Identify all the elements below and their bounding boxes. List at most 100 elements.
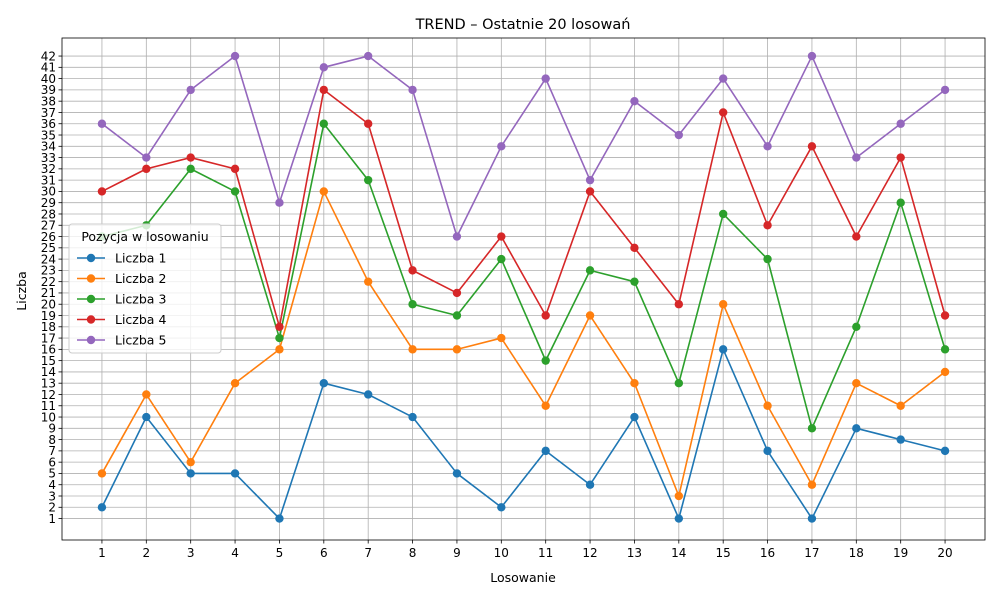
data-point xyxy=(763,142,772,151)
series-line xyxy=(101,122,946,430)
x-tick-label: 15 xyxy=(716,546,731,560)
data-point xyxy=(186,85,195,95)
data-point xyxy=(807,424,817,433)
legend-marker xyxy=(86,274,96,283)
data-point xyxy=(852,378,861,388)
legend-marker xyxy=(86,253,96,263)
data-point xyxy=(319,119,329,128)
data-point xyxy=(585,480,595,489)
data-point xyxy=(718,300,728,309)
data-point xyxy=(896,198,905,207)
data-point xyxy=(363,119,373,128)
x-tick-label: 9 xyxy=(453,546,461,560)
legend-entry: Liczba 3 xyxy=(77,292,166,307)
data-point xyxy=(852,424,861,433)
y-tick-label: 34 xyxy=(41,140,56,154)
data-point xyxy=(630,378,639,388)
y-tick-label: 10 xyxy=(41,410,56,424)
x-tick-label: 12 xyxy=(582,546,597,560)
x-tick-label: 1 xyxy=(98,546,106,560)
x-tick-label: 19 xyxy=(893,546,908,560)
x-tick-label: 18 xyxy=(849,546,864,560)
data-point xyxy=(319,187,329,196)
y-tick-label: 28 xyxy=(41,207,56,221)
y-tick-label: 2 xyxy=(48,501,56,515)
x-tick-label: 8 xyxy=(409,546,417,560)
data-point xyxy=(674,300,684,309)
data-point xyxy=(452,345,462,354)
data-point xyxy=(186,164,195,174)
data-point xyxy=(363,390,373,399)
y-tick-label: 40 xyxy=(41,72,56,86)
data-point xyxy=(541,311,550,320)
data-point xyxy=(408,345,417,354)
data-point xyxy=(452,311,462,320)
legend-entry: Liczba 1 xyxy=(77,251,166,266)
y-tick-label: 14 xyxy=(41,365,56,379)
y-tick-label: 12 xyxy=(41,388,56,402)
data-point xyxy=(408,85,417,95)
data-point xyxy=(763,221,772,230)
data-point xyxy=(319,378,329,388)
legend: Pozycja w losowaniu Liczba 1 Liczba 2 Licz… xyxy=(68,223,222,354)
data-point xyxy=(230,51,240,61)
plot-frame xyxy=(61,37,986,541)
data-point xyxy=(319,85,329,95)
y-tick-label: 11 xyxy=(41,399,56,413)
series-4 xyxy=(97,85,950,331)
data-point xyxy=(319,63,329,72)
y-tick-label: 35 xyxy=(41,128,56,142)
data-point xyxy=(630,277,639,286)
data-point xyxy=(497,254,506,264)
y-tick-label: 38 xyxy=(41,94,56,108)
y-tick-label: 21 xyxy=(41,286,56,300)
data-point xyxy=(718,74,728,83)
data-point xyxy=(940,367,950,377)
data-point xyxy=(807,480,817,489)
y-tick-label: 9 xyxy=(48,422,56,436)
y-tick-label: 29 xyxy=(41,196,56,210)
y-tick-label: 31 xyxy=(41,173,56,187)
y-tick-label: 25 xyxy=(41,241,56,255)
data-point xyxy=(452,288,462,298)
legend-marker xyxy=(86,315,96,324)
data-point xyxy=(142,412,151,422)
y-tick-label: 4 xyxy=(48,478,56,492)
legend-marker xyxy=(86,294,96,304)
data-point xyxy=(186,469,195,478)
data-point xyxy=(718,209,728,219)
y-tick-label: 1 xyxy=(48,512,56,526)
data-point xyxy=(497,142,506,151)
data-point xyxy=(497,232,506,241)
data-point xyxy=(585,187,595,196)
data-point xyxy=(674,378,684,388)
data-point xyxy=(807,51,817,61)
data-point xyxy=(896,153,905,162)
data-point xyxy=(541,401,550,410)
y-axis: 1234567891011121314151617181920212223242… xyxy=(41,49,62,526)
y-tick-label: 26 xyxy=(41,230,56,244)
data-point xyxy=(408,412,417,422)
data-point xyxy=(940,345,950,354)
y-tick-label: 6 xyxy=(48,455,56,469)
data-point xyxy=(852,322,861,331)
y-tick-label: 13 xyxy=(41,376,56,390)
x-tick-label: 16 xyxy=(760,546,775,560)
y-tick-label: 41 xyxy=(41,61,56,75)
data-point xyxy=(186,457,195,467)
y-tick-label: 24 xyxy=(41,252,56,266)
series-2 xyxy=(97,187,950,501)
legend-label: Liczba 4 xyxy=(115,312,166,327)
series-1 xyxy=(97,345,950,523)
y-tick-label: 33 xyxy=(41,151,56,165)
y-tick-label: 23 xyxy=(41,264,56,278)
data-point xyxy=(807,142,817,151)
x-tick-label: 20 xyxy=(937,546,952,560)
data-point xyxy=(541,356,550,365)
data-point xyxy=(674,130,684,140)
x-tick-label: 17 xyxy=(804,546,819,560)
data-point xyxy=(452,469,462,478)
data-point xyxy=(852,232,861,241)
series-line xyxy=(101,55,946,238)
